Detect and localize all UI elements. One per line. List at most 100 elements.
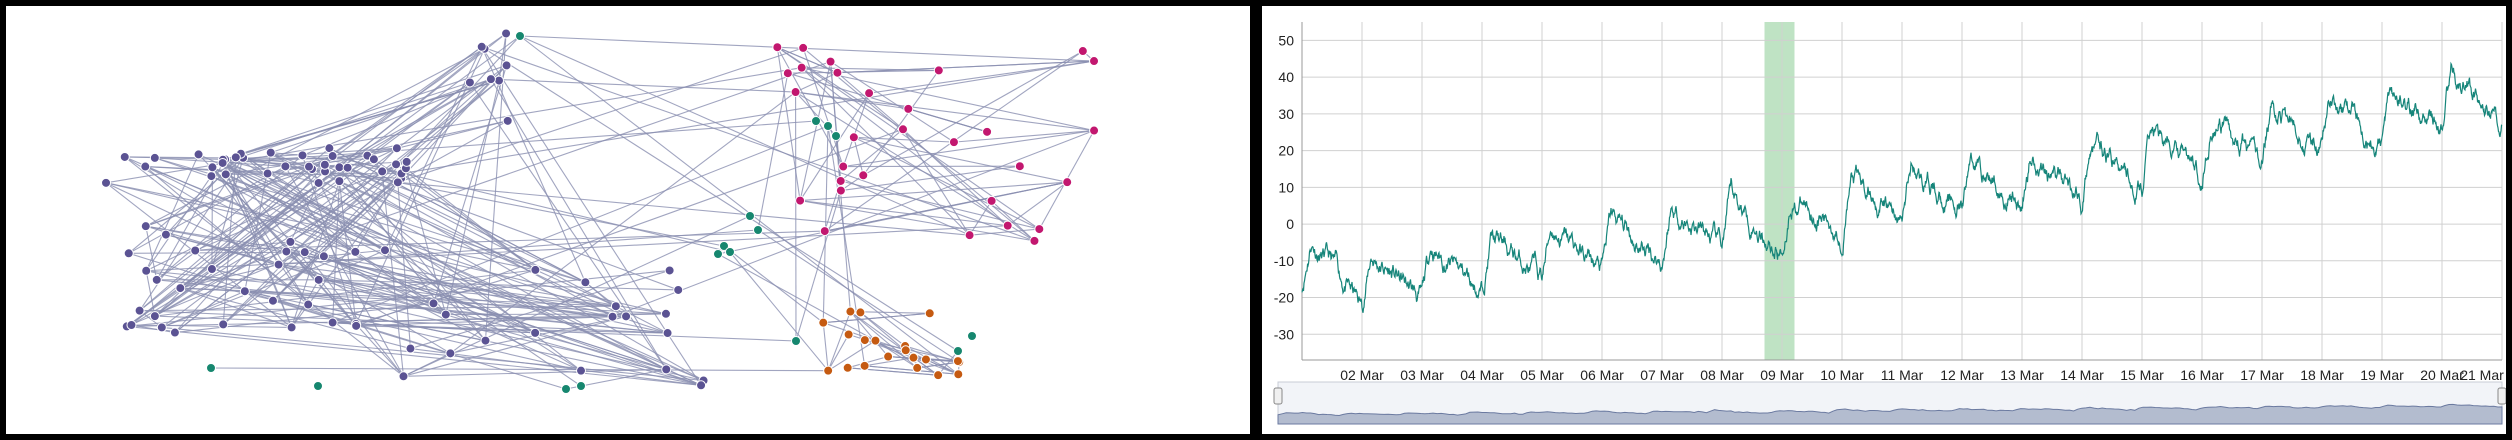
- graph-node-magenta[interactable]: [825, 56, 836, 67]
- graph-node-blue[interactable]: [303, 299, 314, 310]
- graph-node-blue[interactable]: [175, 283, 186, 294]
- graph-node-blue[interactable]: [327, 151, 338, 162]
- graph-node-magenta[interactable]: [1062, 177, 1073, 188]
- graph-node-blue[interactable]: [530, 327, 541, 338]
- graph-node-teal[interactable]: [791, 336, 801, 346]
- graph-node-blue[interactable]: [190, 245, 201, 256]
- network-graph[interactable]: [6, 6, 1250, 434]
- graph-node-blue[interactable]: [501, 28, 512, 39]
- graph-node-orange[interactable]: [933, 370, 944, 381]
- graph-node-teal[interactable]: [953, 346, 963, 356]
- graph-node-blue[interactable]: [141, 265, 152, 276]
- graph-node-blue[interactable]: [662, 328, 673, 339]
- graph-node-magenta[interactable]: [838, 161, 849, 172]
- graph-node-blue[interactable]: [464, 77, 475, 88]
- graph-node-teal[interactable]: [967, 331, 977, 341]
- graph-node-blue[interactable]: [445, 348, 456, 359]
- graph-node-blue[interactable]: [440, 309, 451, 320]
- graph-node-blue[interactable]: [156, 322, 167, 333]
- graph-node-orange[interactable]: [952, 356, 963, 367]
- graph-node-blue[interactable]: [149, 152, 160, 163]
- graph-node-blue[interactable]: [285, 236, 296, 247]
- graph-node-magenta[interactable]: [1014, 161, 1025, 172]
- graph-node-blue[interactable]: [140, 221, 151, 232]
- graph-node-teal[interactable]: [719, 241, 729, 251]
- graph-node-teal[interactable]: [811, 116, 821, 126]
- graph-node-orange[interactable]: [823, 365, 834, 376]
- graph-node-blue[interactable]: [134, 305, 145, 316]
- graph-node-blue[interactable]: [660, 308, 671, 319]
- graph-node-magenta[interactable]: [898, 124, 909, 135]
- graph-node-orange[interactable]: [855, 307, 866, 318]
- graph-node-orange[interactable]: [859, 360, 870, 371]
- graph-node-blue[interactable]: [119, 151, 130, 162]
- graph-node-magenta[interactable]: [795, 195, 806, 206]
- graph-node-blue[interactable]: [530, 264, 541, 275]
- graph-node-blue[interactable]: [664, 265, 675, 276]
- graph-node-blue[interactable]: [299, 247, 310, 258]
- graph-node-blue[interactable]: [169, 327, 180, 338]
- graph-node-blue[interactable]: [501, 60, 512, 71]
- graph-node-blue[interactable]: [303, 161, 314, 172]
- graph-node-blue[interactable]: [368, 154, 379, 165]
- graph-node-orange[interactable]: [912, 362, 923, 373]
- graph-node-magenta[interactable]: [782, 68, 793, 79]
- graph-node-blue[interactable]: [273, 259, 284, 270]
- graph-node-magenta[interactable]: [1002, 220, 1013, 231]
- graph-node-magenta[interactable]: [964, 230, 975, 241]
- graph-node-blue[interactable]: [313, 274, 324, 285]
- graph-node-blue[interactable]: [576, 365, 587, 376]
- graph-node-teal[interactable]: [561, 384, 571, 394]
- graph-node-blue[interactable]: [380, 245, 391, 256]
- graph-node-blue[interactable]: [149, 311, 160, 322]
- graph-node-orange[interactable]: [845, 306, 856, 317]
- graph-node-blue[interactable]: [151, 274, 162, 285]
- graph-node-blue[interactable]: [206, 264, 217, 275]
- graph-node-blue[interactable]: [220, 169, 231, 180]
- graph-node-blue[interactable]: [267, 295, 278, 306]
- navigator-handle-left[interactable]: [1273, 387, 1283, 405]
- graph-node-teal[interactable]: [576, 381, 586, 391]
- graph-node-blue[interactable]: [206, 171, 217, 182]
- graph-node-blue[interactable]: [101, 177, 112, 188]
- graph-node-orange[interactable]: [859, 335, 870, 346]
- graph-node-magenta[interactable]: [1034, 224, 1045, 235]
- graph-node-magenta[interactable]: [790, 87, 801, 98]
- graph-node-magenta[interactable]: [835, 185, 846, 196]
- graph-node-blue[interactable]: [239, 286, 250, 297]
- graph-node-teal[interactable]: [313, 381, 323, 391]
- graph-node-orange[interactable]: [883, 351, 894, 362]
- graph-node-blue[interactable]: [502, 115, 513, 126]
- graph-node-teal[interactable]: [206, 363, 216, 373]
- graph-node-blue[interactable]: [327, 317, 338, 328]
- graph-node-orange[interactable]: [870, 335, 881, 346]
- graph-node-magenta[interactable]: [948, 137, 959, 148]
- graph-node-magenta[interactable]: [772, 42, 783, 53]
- graph-node-blue[interactable]: [297, 150, 308, 161]
- navigator-handle-right[interactable]: [2497, 387, 2506, 405]
- graph-node-blue[interactable]: [485, 74, 496, 85]
- graph-node-orange[interactable]: [953, 369, 964, 380]
- graph-node-magenta[interactable]: [933, 65, 944, 76]
- graph-node-blue[interactable]: [280, 161, 291, 172]
- graph-node-teal[interactable]: [753, 225, 763, 235]
- graph-node-magenta[interactable]: [832, 67, 843, 78]
- graph-node-blue[interactable]: [401, 156, 412, 167]
- graph-node-magenta[interactable]: [1089, 56, 1100, 67]
- graph-node-blue[interactable]: [391, 159, 402, 170]
- graph-node-magenta[interactable]: [903, 103, 914, 114]
- graph-node-blue[interactable]: [398, 371, 409, 382]
- graph-node-blue[interactable]: [160, 229, 171, 240]
- graph-node-magenta[interactable]: [798, 42, 809, 53]
- graph-node-blue[interactable]: [342, 162, 353, 173]
- graph-node-blue[interactable]: [428, 298, 439, 309]
- graph-node-blue[interactable]: [476, 41, 487, 52]
- graph-node-blue[interactable]: [607, 311, 618, 322]
- graph-node-blue[interactable]: [140, 161, 151, 172]
- graph-node-orange[interactable]: [900, 345, 911, 356]
- graph-node-blue[interactable]: [351, 320, 362, 331]
- graph-node-magenta[interactable]: [1077, 46, 1088, 57]
- graph-node-magenta[interactable]: [848, 132, 859, 143]
- graph-node-blue[interactable]: [217, 157, 228, 168]
- graph-node-blue[interactable]: [377, 166, 388, 177]
